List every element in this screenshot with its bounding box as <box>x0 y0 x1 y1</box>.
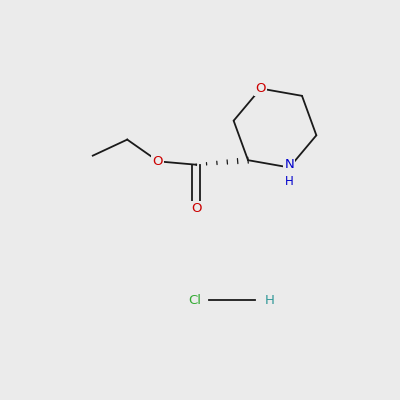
Text: O: O <box>255 82 266 95</box>
Text: O: O <box>152 155 162 168</box>
Text: N: N <box>284 158 294 171</box>
Text: Cl: Cl <box>188 294 202 306</box>
Text: O: O <box>191 202 202 215</box>
Text: H: H <box>265 294 275 306</box>
Text: H: H <box>285 175 294 188</box>
